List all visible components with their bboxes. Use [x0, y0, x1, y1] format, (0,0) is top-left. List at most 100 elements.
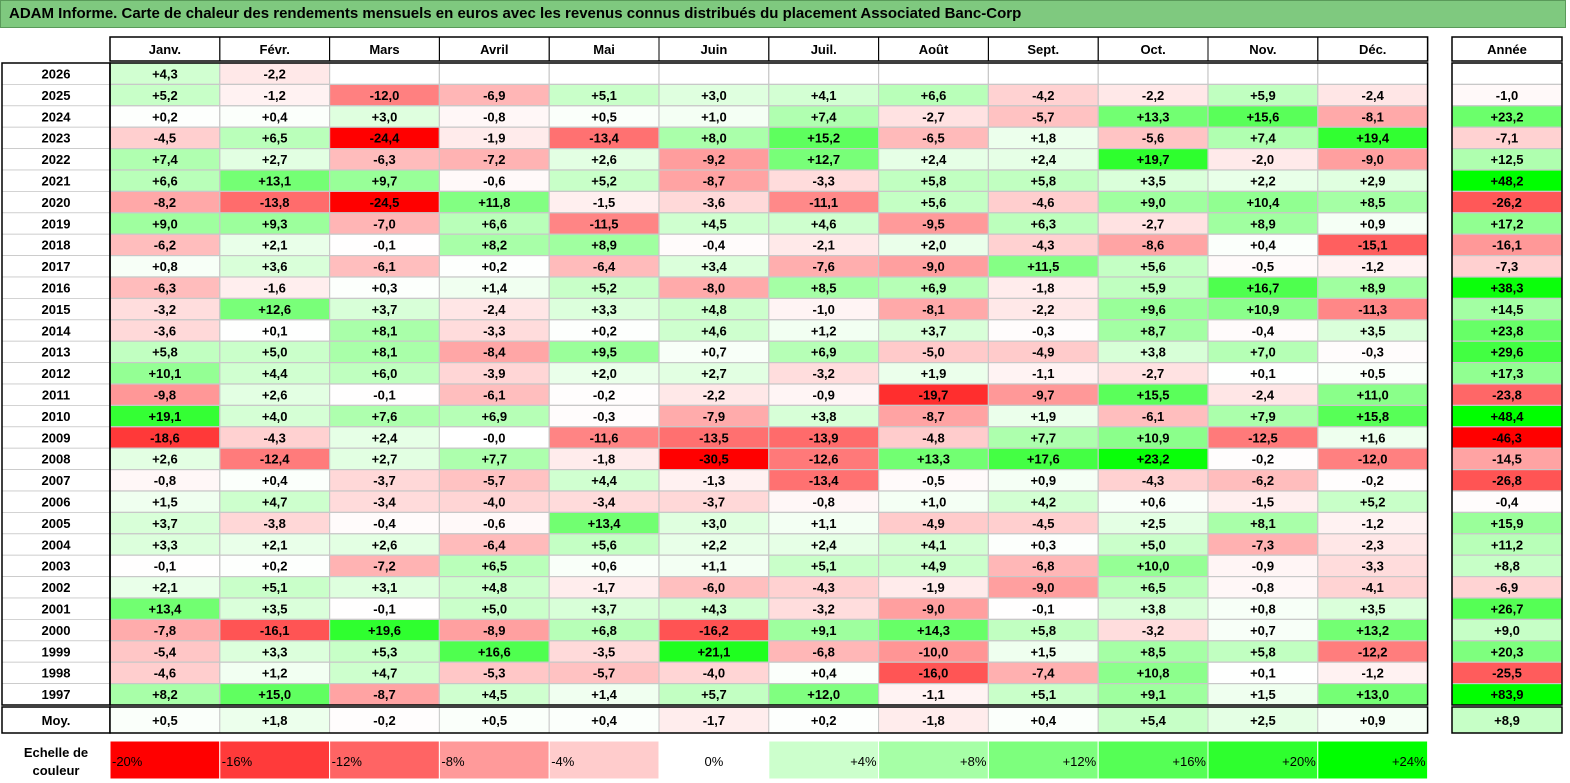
scale-swatch — [438, 740, 550, 780]
heatmap-cell-value: +3,1 — [372, 580, 398, 595]
heatmap-cell-value: +17,6 — [1027, 452, 1060, 467]
heatmap-cell-value: +15,5 — [1137, 388, 1170, 403]
heatmap-cell-value: +0,8 — [152, 259, 178, 274]
heatmap-cell-value: +15,8 — [1356, 409, 1389, 424]
annual-cell-value: -46,3 — [1492, 430, 1522, 445]
heatmap-cell-value: +0,3 — [1030, 537, 1056, 552]
heatmap-cell-value: +4,8 — [701, 302, 727, 317]
scale-swatch — [1207, 740, 1319, 780]
heatmap-cell-value: -4,6 — [154, 666, 176, 681]
heatmap-cell-value: +2,4 — [1030, 152, 1056, 167]
average-cell-value: +0,9 — [1360, 713, 1386, 728]
heatmap-cell-value: -0,8 — [154, 473, 176, 488]
heatmap-cell-value: +0,6 — [1140, 495, 1166, 510]
heatmap-cell-value: +7,4 — [811, 109, 837, 124]
heatmap-cell-value: -9,2 — [703, 152, 725, 167]
heatmap-cell-value: -1,9 — [922, 580, 944, 595]
heatmap-cell-value: -11,3 — [1358, 302, 1387, 317]
heatmap-cell-value: -3,6 — [703, 195, 725, 210]
month-header-label: Août — [919, 42, 949, 57]
heatmap-cell-value: +6,9 — [481, 409, 507, 424]
heatmap-cell-value: -6,1 — [1142, 409, 1164, 424]
heatmap-cell-value: +3,8 — [1140, 345, 1166, 360]
heatmap-cell-value: +6,9 — [811, 345, 837, 360]
heatmap-cell-value: +9,1 — [811, 623, 837, 638]
heatmap-cell-value: +13,4 — [148, 602, 182, 617]
annual-cell-value: -14,5 — [1492, 452, 1522, 467]
heatmap-cell-value: -0,3 — [1361, 345, 1383, 360]
heatmap-cell-value: -5,0 — [922, 345, 944, 360]
scale-swatch-label: +16% — [1172, 754, 1206, 769]
heatmap-cell-value: -12,4 — [260, 452, 290, 467]
heatmap-cell-value: +1,5 — [152, 495, 178, 510]
month-header-label: Janv. — [149, 42, 181, 57]
year-label: 2014 — [42, 323, 72, 338]
scale-swatch-label: -8% — [441, 754, 465, 769]
heatmap-cell-value: -12,0 — [1358, 452, 1388, 467]
heatmap-cell-value: -6,2 — [154, 238, 176, 253]
heatmap-cell-value: -15,1 — [1358, 238, 1388, 253]
heatmap-cell-value: +4,3 — [152, 67, 178, 82]
scale-swatch — [987, 740, 1099, 780]
heatmap-cell-value: -3,6 — [154, 323, 176, 338]
heatmap-cell-value: -16,1 — [260, 623, 290, 638]
heatmap-cell-value: +5,7 — [701, 687, 727, 702]
heatmap-cell-value: -8,6 — [1142, 238, 1164, 253]
year-label: 2022 — [42, 152, 71, 167]
heatmap-cell-value: +13,0 — [1356, 687, 1389, 702]
heatmap-cell-value: +0,5 — [591, 109, 617, 124]
heatmap-cell-value: -0,9 — [812, 388, 834, 403]
heatmap-cell-value: -16,0 — [919, 666, 949, 681]
heatmap-cell-value: +8,1 — [372, 345, 398, 360]
heatmap-cell-value: -30,5 — [699, 452, 729, 467]
heatmap-cell-value: +5,3 — [372, 644, 398, 659]
heatmap-cell-value: -0,0 — [483, 430, 505, 445]
heatmap-cell-value: +8,9 — [591, 238, 617, 253]
heatmap-cell-value: -7,8 — [154, 623, 176, 638]
heatmap-cell-value: -9,0 — [1032, 580, 1054, 595]
scale-swatch-label: +4% — [850, 754, 877, 769]
heatmap-cell-value: +0,2 — [481, 259, 507, 274]
annual-cell-value: -7,1 — [1496, 131, 1518, 146]
heatmap-cell-value: -11,5 — [590, 216, 619, 231]
heatmap-cell-value: -9,0 — [1361, 152, 1383, 167]
heatmap-cell-value: +2,4 — [372, 430, 398, 445]
heatmap-cell-value: +11,0 — [1357, 388, 1389, 403]
year-label: 2003 — [42, 559, 71, 574]
annual-cell-value: +48,2 — [1491, 174, 1524, 189]
heatmap-cell-value: -3,7 — [373, 473, 395, 488]
heatmap-cell-value: +1,8 — [1030, 131, 1056, 146]
heatmap-cell-value: -3,9 — [483, 366, 505, 381]
heatmap-cell-value: +3,3 — [262, 644, 288, 659]
annual-cell-value: -0,4 — [1496, 495, 1519, 510]
heatmap-cell-value: +5,8 — [152, 345, 178, 360]
heatmap-cell-value: +1,5 — [1030, 644, 1056, 659]
month-header-label: Déc. — [1359, 42, 1386, 57]
heatmap-cell-value: +5,9 — [1250, 88, 1276, 103]
heatmap-cell-value: -8,9 — [483, 623, 505, 638]
heatmap-cell-value: +7,0 — [1250, 345, 1276, 360]
average-cell — [219, 706, 331, 734]
heatmap-cell-value: -2,0 — [1252, 152, 1274, 167]
heatmap-cell-value: -0,3 — [593, 409, 615, 424]
year-label: 2002 — [42, 580, 71, 595]
heatmap-cell-value: +14,3 — [917, 623, 950, 638]
heatmap-cell-value: +1,0 — [701, 109, 727, 124]
annual-cell — [1451, 62, 1563, 85]
heatmap-cell-value: +2,6 — [152, 452, 178, 467]
heatmap-cell-value: +5,8 — [921, 174, 947, 189]
heatmap-cell-value: -11,1 — [809, 195, 838, 210]
heatmap-cell-value: -5,4 — [154, 644, 177, 659]
heatmap-cell-value: +10,9 — [1137, 430, 1170, 445]
heatmap-cell-value: -2,7 — [1142, 366, 1164, 381]
heatmap-cell-value: -2,7 — [1142, 216, 1164, 231]
heatmap-cell-value: -24,5 — [370, 195, 400, 210]
heatmap-cell-value: +8,9 — [1250, 216, 1276, 231]
scale-swatch-label: -12% — [332, 754, 363, 769]
year-label: 2017 — [42, 259, 71, 274]
heatmap-cell-value: -7,4 — [1032, 666, 1055, 681]
heatmap-cell-value: -7,3 — [1252, 537, 1274, 552]
heatmap-cell-value: +2,5 — [1140, 516, 1166, 531]
heatmap-cell-value: +19,4 — [1356, 131, 1390, 146]
heatmap-cell-value: -6,8 — [812, 644, 834, 659]
